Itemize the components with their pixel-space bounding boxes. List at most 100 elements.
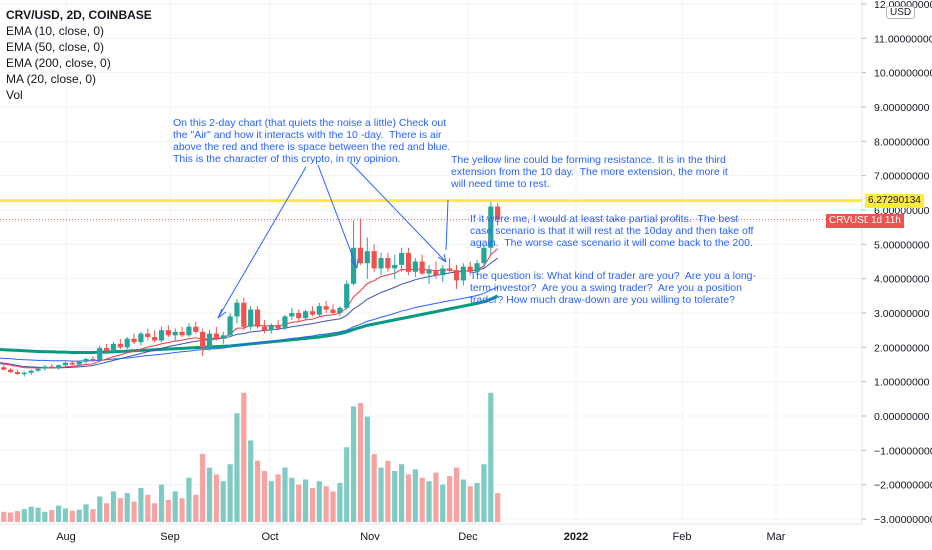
y-tick-label: 1.00000000 bbox=[874, 377, 930, 389]
annotation-resistance[interactable]: The yellow line could be forming resista… bbox=[451, 154, 728, 190]
candle-body bbox=[392, 264, 398, 269]
legend-ma20[interactable]: MA (20, close, 0) bbox=[6, 72, 97, 86]
volume-bars bbox=[1, 392, 501, 522]
candle-body bbox=[385, 258, 391, 269]
y-tick-label: 4.00000000 bbox=[874, 274, 930, 286]
candle-body bbox=[200, 331, 206, 348]
candle-body bbox=[213, 333, 219, 339]
resistance-price-tag: 6.27290134 bbox=[865, 194, 924, 208]
volume-bar bbox=[193, 494, 199, 522]
volume-bar bbox=[495, 493, 501, 522]
candle-body bbox=[152, 337, 158, 341]
candle-body bbox=[248, 309, 254, 327]
candle-body bbox=[227, 316, 233, 336]
volume-bar bbox=[131, 501, 137, 522]
annotation-air[interactable]: On this 2-day chart (that quiets the noi… bbox=[173, 117, 451, 165]
volume-bar bbox=[62, 508, 69, 522]
volume-bar bbox=[309, 488, 316, 522]
candle-body bbox=[124, 338, 130, 348]
y-tick-label: −2.00000000 bbox=[874, 480, 932, 492]
symbol-tag: CRVUSD bbox=[826, 214, 875, 228]
candle-body bbox=[344, 283, 350, 308]
y-tick-label: 2.00000000 bbox=[874, 342, 930, 354]
candle-body bbox=[364, 251, 370, 264]
volume-bar bbox=[35, 507, 41, 522]
legend-title[interactable]: CRV/USD, 2D, COINBASE bbox=[6, 8, 152, 22]
candlesticks bbox=[1, 201, 501, 377]
candle-body bbox=[495, 206, 501, 220]
volume-bar bbox=[76, 509, 82, 522]
volume-bar bbox=[172, 491, 178, 522]
x-tick-label: 2022 bbox=[564, 531, 588, 543]
y-tick-label: 3.00000000 bbox=[874, 308, 930, 320]
x-axis[interactable]: Aug Sep Oct Nov Dec 2022 Feb Mar bbox=[56, 531, 786, 543]
candle-body bbox=[357, 247, 364, 264]
volume-bar bbox=[145, 494, 151, 522]
x-tick-label: Nov bbox=[360, 531, 380, 543]
candle-body bbox=[330, 309, 336, 313]
candle-body bbox=[337, 307, 343, 313]
volume-bar bbox=[467, 486, 473, 522]
volume-bar bbox=[220, 481, 226, 522]
volume-bar bbox=[1, 511, 7, 522]
x-tick-label: Feb bbox=[673, 531, 692, 543]
volume-bar bbox=[213, 474, 219, 522]
volume-bar bbox=[138, 488, 144, 522]
volume-bar bbox=[117, 498, 123, 522]
candle-body bbox=[254, 309, 261, 327]
candle-body bbox=[7, 369, 14, 373]
currency-badge[interactable]: USD bbox=[886, 6, 916, 19]
trend-drawings bbox=[0, 161, 862, 319]
volume-bar bbox=[323, 486, 329, 522]
candle-body bbox=[234, 302, 240, 317]
candle-body bbox=[62, 362, 69, 366]
y-tick-label: 5.00000000 bbox=[874, 239, 930, 251]
candle-body bbox=[131, 338, 137, 343]
candle-body bbox=[158, 330, 165, 341]
x-tick-label: Oct bbox=[261, 531, 278, 543]
candle-body bbox=[21, 372, 27, 375]
volume-bar bbox=[241, 392, 247, 522]
candle-body bbox=[28, 370, 34, 373]
candle-body bbox=[83, 359, 89, 362]
candle-body bbox=[241, 302, 247, 327]
x-tick-label: Aug bbox=[56, 531, 76, 543]
volume-bar bbox=[316, 481, 322, 522]
legend-ema200[interactable]: EMA (200, close, 0) bbox=[6, 56, 111, 70]
volume-bar bbox=[7, 512, 14, 522]
legend-ema10[interactable]: EMA (10, close, 0) bbox=[6, 24, 105, 38]
candle-body bbox=[467, 266, 473, 272]
volume-bar bbox=[289, 477, 295, 522]
candle-body bbox=[220, 335, 226, 339]
volume-bar bbox=[254, 460, 261, 522]
y-tick-label: 7.00000000 bbox=[874, 171, 930, 183]
volume-bar bbox=[330, 491, 336, 522]
candle-body bbox=[172, 331, 178, 336]
volume-bar bbox=[268, 481, 274, 522]
legend-vol[interactable]: Vol bbox=[6, 88, 23, 102]
chart-legend: CRV/USD, 2D, COINBASE EMA (10, close, 0)… bbox=[6, 7, 152, 103]
candle-body bbox=[69, 362, 75, 365]
volume-bar bbox=[412, 469, 418, 522]
annotation-profits[interactable]: If it were me, I would at least take par… bbox=[470, 213, 754, 249]
volume-bar bbox=[399, 464, 405, 522]
candle-body bbox=[261, 326, 267, 331]
volume-bar bbox=[419, 477, 425, 522]
candle-body bbox=[289, 313, 295, 317]
candle-body bbox=[76, 361, 82, 365]
volume-bar bbox=[453, 467, 460, 522]
legend-ema50[interactable]: EMA (50, close, 0) bbox=[6, 40, 105, 54]
arrow-line-air-2 bbox=[317, 164, 358, 269]
candle-body bbox=[371, 251, 377, 269]
volume-bar bbox=[337, 482, 343, 522]
candle-body bbox=[488, 206, 494, 248]
annotation-question[interactable]: The question is: What kind of trader are… bbox=[470, 270, 756, 306]
volume-bar bbox=[371, 454, 377, 522]
volume-bar bbox=[200, 454, 206, 522]
candle-body bbox=[460, 266, 466, 281]
y-axis[interactable]: 12.00000000 11.00000000 10.00000000 9.00000… bbox=[862, 0, 932, 526]
candle-body bbox=[14, 372, 21, 375]
y-tick-label: 12.00000000 bbox=[874, 0, 932, 11]
volume-bar bbox=[364, 416, 370, 522]
